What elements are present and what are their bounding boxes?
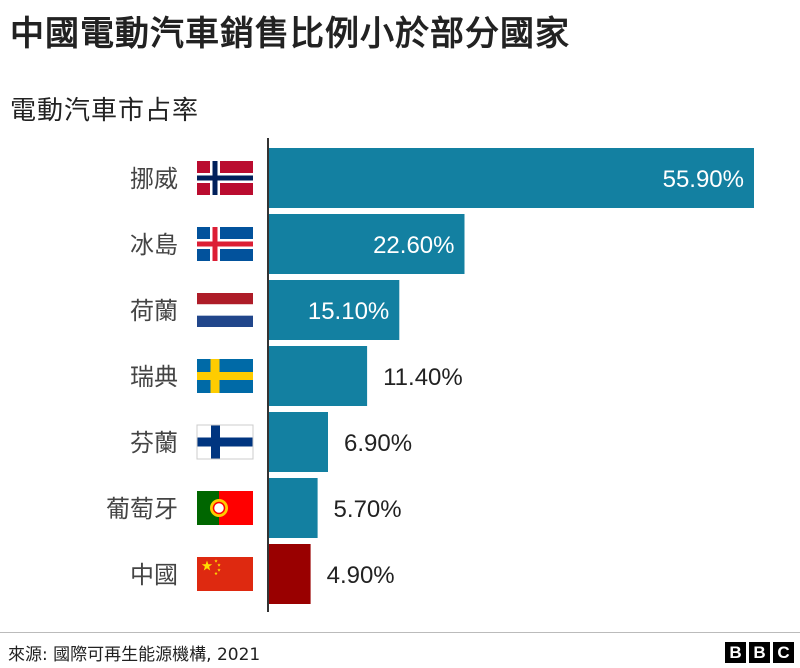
- netherlands-flag-icon: [197, 293, 253, 327]
- bar: [268, 478, 318, 538]
- value-label: 15.10%: [308, 298, 389, 325]
- bbc-logo-letter: B: [749, 642, 770, 663]
- footer-divider: [0, 632, 800, 633]
- value-label: 22.60%: [373, 232, 454, 259]
- value-label: 5.70%: [334, 496, 402, 523]
- category-label: 中國: [130, 561, 178, 589]
- china-flag-icon: [197, 557, 253, 591]
- value-label: 55.90%: [663, 166, 744, 193]
- chart-title: 中國電動汽車銷售比例小於部分國家: [10, 14, 570, 54]
- finland-flag-icon: [196, 424, 254, 460]
- category-label: 芬蘭: [130, 429, 178, 457]
- bbc-logo-letter: C: [773, 642, 794, 663]
- category-label: 挪威: [130, 165, 178, 193]
- bbc-logo: B B C: [725, 642, 794, 663]
- bar: [268, 346, 368, 406]
- category-label: 冰島: [130, 231, 178, 259]
- norway-flag-icon: [197, 161, 253, 195]
- bar: [268, 214, 465, 274]
- bar: [268, 280, 400, 340]
- value-label: 4.90%: [327, 562, 395, 589]
- category-label: 荷蘭: [130, 297, 178, 325]
- bbc-logo-letter: B: [725, 642, 746, 663]
- category-label: 葡萄牙: [106, 495, 178, 523]
- sweden-flag-icon: [197, 359, 253, 393]
- iceland-flag-icon: [197, 227, 253, 261]
- bar: [268, 148, 754, 208]
- portugal-flag-icon: [197, 491, 253, 525]
- source-note: 來源: 國際可再生能源機構, 2021: [8, 645, 261, 665]
- category-label: 瑞典: [130, 363, 178, 391]
- bar: [268, 544, 311, 604]
- chart-subtitle: 電動汽車市占率: [10, 96, 200, 126]
- value-label: 11.40%: [383, 364, 463, 391]
- bar-chart: 挪威 55.90% 冰島 22.60% 荷蘭 15.10% 瑞典 11.40% 芬蘭 6.90% 葡…: [106, 138, 754, 612]
- value-label: 6.90%: [344, 430, 412, 457]
- bar: [268, 412, 328, 472]
